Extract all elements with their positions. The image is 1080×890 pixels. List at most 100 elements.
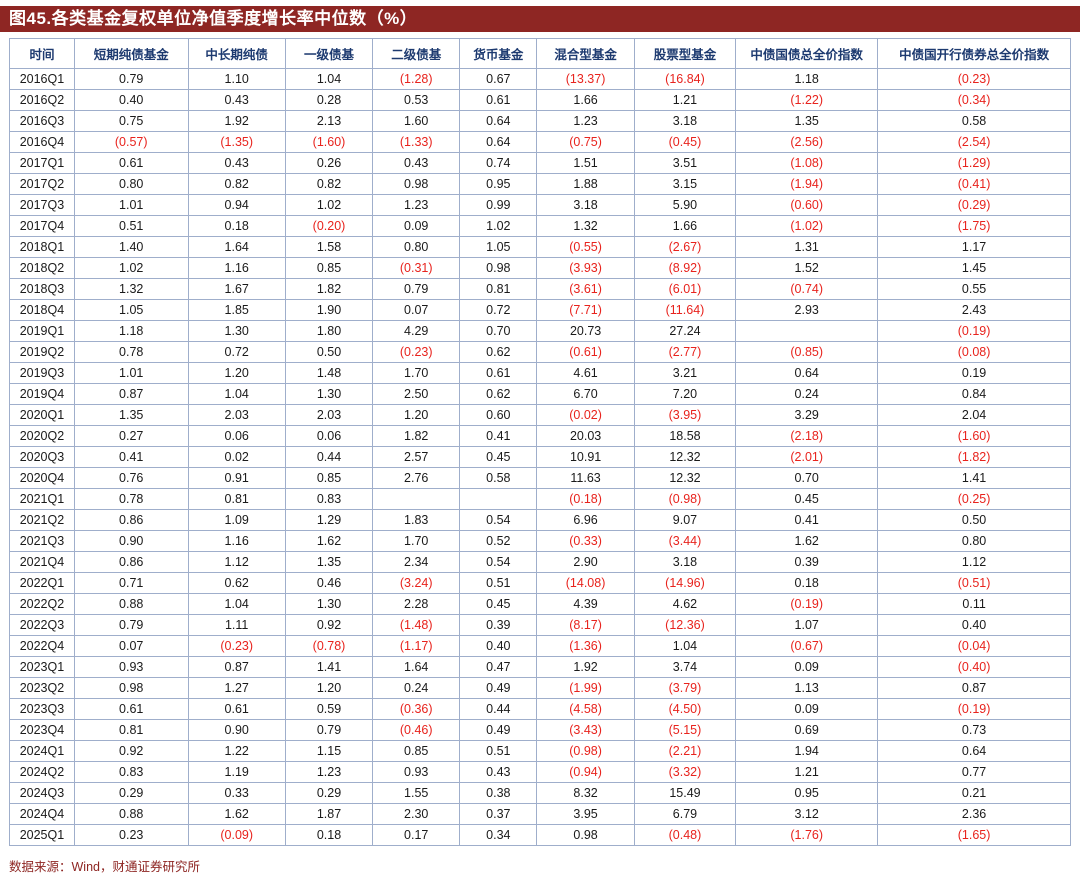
value-cell: 1.45 [877,257,1071,279]
value-cell: 2.76 [372,467,461,489]
value-cell: 1.41 [877,467,1071,489]
value-cell: 1.23 [536,110,635,132]
value-cell: 0.86 [73,551,189,573]
value-cell: 1.05 [459,236,538,258]
value-cell: 0.29 [73,782,189,804]
value-cell: 0.46 [284,572,374,594]
value-cell: 0.45 [459,446,538,468]
value-cell: 1.04 [187,383,286,405]
value-cell: 0.80 [73,173,189,195]
value-cell: 0.07 [73,635,189,657]
value-cell: 3.18 [633,551,737,573]
value-cell: 0.07 [372,299,461,321]
value-cell: 1.32 [73,278,189,300]
time-cell: 2019Q1 [9,320,75,342]
value-cell: 3.74 [633,656,737,678]
value-cell: 20.03 [536,425,635,447]
value-cell: 1.12 [187,551,286,573]
value-cell: 0.61 [73,698,189,720]
header-cell: 短期纯债基金 [73,38,189,69]
value-cell: 1.70 [372,530,461,552]
value-cell: 0.50 [284,341,374,363]
value-cell: 1.07 [735,614,879,636]
time-cell: 2020Q2 [9,425,75,447]
value-cell: (1.02) [735,215,879,237]
value-cell: 3.21 [633,362,737,384]
value-cell: 2.90 [536,551,635,573]
table-row: 2022Q3 0.79 1.11 0.92 (1.48) 0.39 (8.17) (12.36… [9,614,1071,636]
value-cell: 0.62 [459,383,538,405]
header-cell: 二级债基 [372,38,461,69]
value-cell: 0.11 [877,593,1071,615]
value-cell: 1.17 [877,236,1071,258]
value-cell: 0.51 [459,572,538,594]
value-cell: 0.93 [372,761,461,783]
value-cell: 0.83 [73,761,189,783]
value-cell: 0.23 [73,824,189,846]
value-cell: 0.85 [372,740,461,762]
value-cell: (2.56) [735,131,879,153]
value-cell: 0.72 [459,299,538,321]
value-cell: 1.23 [284,761,374,783]
header-cell: 一级债基 [284,38,374,69]
value-cell: (1.08) [735,152,879,174]
time-cell: 2018Q3 [9,278,75,300]
value-cell: 15.49 [633,782,737,804]
table-row: 2025Q1 0.23 (0.09) 0.18 0.17 0.34 0.98 (0.48) (1… [9,824,1071,846]
value-cell: 0.34 [459,824,538,846]
value-cell: (0.19) [877,698,1071,720]
value-cell: (0.48) [633,824,737,846]
value-cell: (0.23) [187,635,286,657]
value-cell: 1.04 [284,68,374,90]
value-cell: 0.55 [877,278,1071,300]
time-cell: 2016Q3 [9,110,75,132]
table-row: 2021Q3 0.90 1.16 1.62 1.70 0.52 (0.33) (3.44) 1.… [9,530,1071,552]
table-row: 2020Q2 0.27 0.06 0.06 1.82 0.41 20.03 18.58 (2.1… [9,425,1071,447]
value-cell: 0.78 [73,341,189,363]
table-row: 2021Q1 0.78 0.81 0.83 (0.18) (0.98) 0.45 (0.25) [9,488,1071,510]
time-cell: 2018Q4 [9,299,75,321]
value-cell: 2.57 [372,446,461,468]
value-cell: 1.05 [73,299,189,321]
value-cell: 0.84 [877,383,1071,405]
header-cell: 时间 [9,38,75,69]
header-cell: 中长期纯债 [187,38,286,69]
value-cell: 1.23 [372,194,461,216]
value-cell: (16.84) [633,68,737,90]
value-cell: 1.32 [536,215,635,237]
value-cell: 0.37 [459,803,538,825]
value-cell: 1.21 [633,89,737,111]
value-cell: 0.87 [877,677,1071,699]
value-cell: (0.08) [877,341,1071,363]
value-cell: 0.39 [735,551,879,573]
value-cell: 6.96 [536,509,635,531]
table-row: 2019Q2 0.78 0.72 0.50 (0.23) 0.62 (0.61) (2.77)… [9,341,1071,363]
value-cell: (0.67) [735,635,879,657]
value-cell: 1.48 [284,362,374,384]
table-row: 2023Q1 0.93 0.87 1.41 1.64 0.47 1.92 3.74 0.09 (0… [9,656,1071,678]
time-cell: 2022Q2 [9,593,75,615]
value-cell: 1.80 [284,320,374,342]
value-cell: 1.35 [73,404,189,426]
value-cell: 0.06 [187,425,286,447]
value-cell: 1.02 [284,194,374,216]
value-cell: 2.28 [372,593,461,615]
value-cell: (3.32) [633,761,737,783]
table-row: 2023Q3 0.61 0.61 0.59 (0.36) 0.44 (4.58) (4.50)… [9,698,1071,720]
value-cell: 4.62 [633,593,737,615]
data-table: 时间 短期纯债基金 中长期纯债 一级债基 二级债基 货币基金 混合型基金 股票型基金 中债国债总… [9,38,1071,846]
value-cell: 0.58 [459,467,538,489]
value-cell: 11.63 [536,467,635,489]
value-cell: 1.20 [187,362,286,384]
value-cell: (8.92) [633,257,737,279]
table-row: 2022Q1 0.71 0.62 0.46 (3.24) 0.51 (14.08) (14.9… [9,572,1071,594]
value-cell: (3.43) [536,719,635,741]
value-cell: 0.49 [459,719,538,741]
table-row: 2020Q1 1.35 2.03 2.03 1.20 0.60 (0.02) (3.95) 3.… [9,404,1071,426]
value-cell: 0.92 [73,740,189,762]
value-cell: 0.43 [187,152,286,174]
value-cell: 0.18 [284,824,374,846]
value-cell: (4.58) [536,698,635,720]
value-cell: 2.30 [372,803,461,825]
value-cell: (3.61) [536,278,635,300]
